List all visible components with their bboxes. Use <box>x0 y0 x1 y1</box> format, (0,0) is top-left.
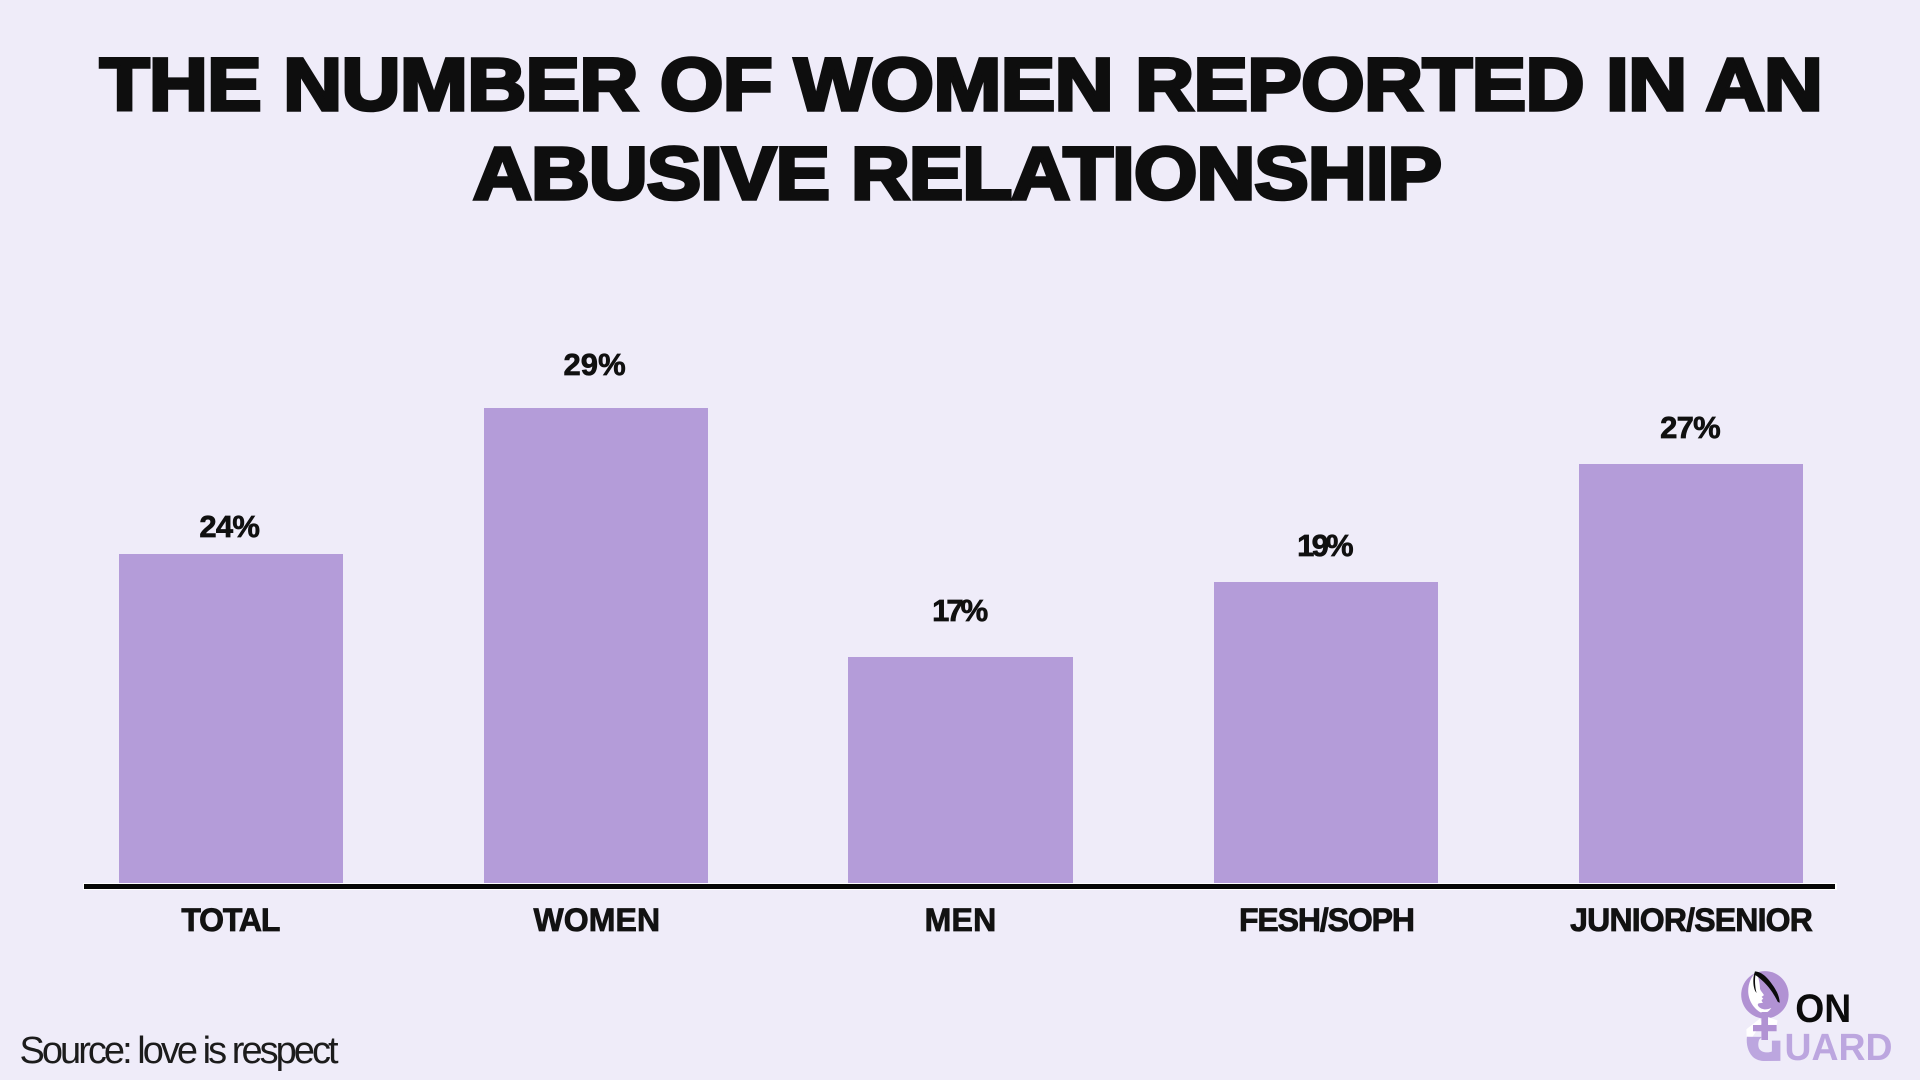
svg-text:ON: ON <box>1795 987 1851 1031</box>
svg-text:UARD: UARD <box>1785 1027 1893 1069</box>
